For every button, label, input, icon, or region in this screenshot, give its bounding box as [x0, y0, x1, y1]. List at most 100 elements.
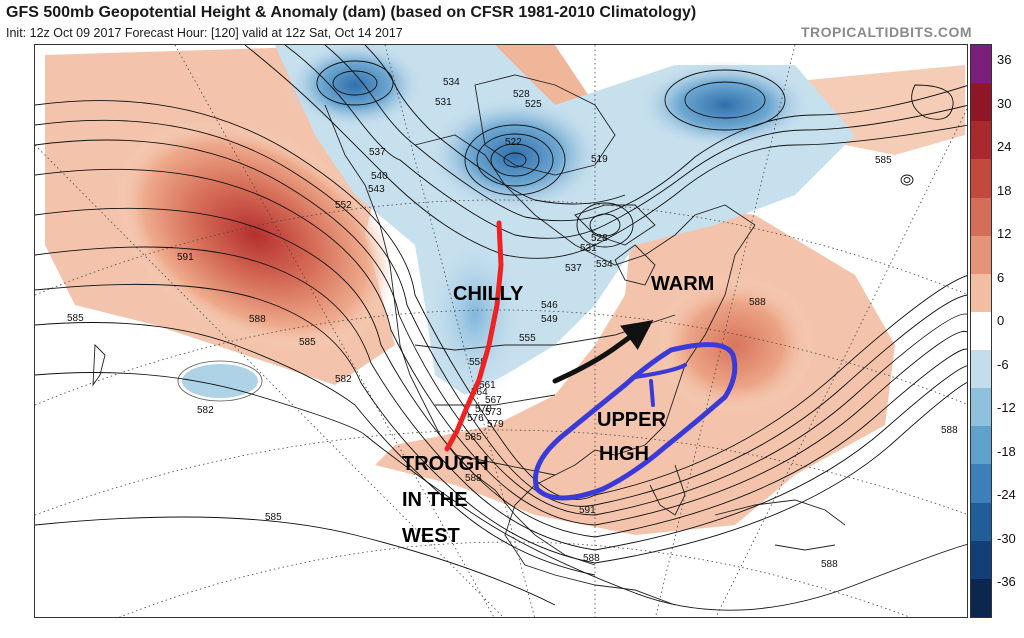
colorbar-segment: [971, 159, 991, 199]
contour-label-591-gulf: 591: [579, 505, 596, 516]
warm-anomaly-core-east: [655, 275, 815, 415]
colorbar-segment: [971, 388, 991, 427]
upper-high-arrow: [633, 363, 687, 407]
cold-anomaly-core-2: [425, 95, 605, 215]
colorbar-label: -36: [997, 574, 1016, 589]
contour-label-549: 549: [541, 314, 558, 325]
colorbar-label: -24: [997, 487, 1016, 502]
colorbar-label: -6: [997, 356, 1009, 372]
contour-label-531-hb: 531: [580, 243, 597, 254]
contour-label-588: 588: [249, 314, 266, 325]
colorbar-label: 36: [997, 52, 1012, 67]
colorbar-segment: [971, 235, 991, 275]
contour-label-537: 537: [369, 147, 386, 158]
contour-label-528-hb: 528: [591, 233, 608, 244]
contour-label-552: 552: [335, 200, 352, 211]
contour-label-540: 540: [371, 171, 388, 182]
colorbar-segment: [971, 350, 991, 389]
cold-anomaly-pacific-sub: [182, 364, 258, 398]
colorbar-label: 6: [997, 269, 1005, 285]
contour-label-555: 555: [519, 333, 536, 344]
cold-anomaly-core-1: [285, 45, 425, 130]
colorbar-label: 0: [997, 313, 1005, 328]
contour-label-558: 558: [469, 357, 486, 368]
colorbar-segment: [971, 273, 991, 313]
colorbar-label: 18: [997, 182, 1012, 198]
contour-label-564: 564: [471, 387, 488, 398]
contour-label-585-coast: 585: [299, 337, 316, 348]
contour-label-588-east: 588: [821, 559, 838, 570]
annotation-high: HIGH: [599, 443, 649, 465]
colorbar-segment: [971, 311, 991, 351]
contour-label-588-carib: 588: [583, 553, 600, 564]
colorbar-label: -18: [997, 443, 1016, 459]
contour-label-570: 570: [475, 404, 492, 415]
contour-label-561: 561: [479, 380, 496, 391]
trough-axis-line: [444, 220, 504, 452]
colorbar-segment: [971, 426, 991, 465]
warm-anomaly-core-pacific: [115, 120, 395, 350]
contour-label-567: 567: [485, 395, 502, 406]
colorbar-segment: [971, 464, 991, 504]
cold-anomaly-pacific-ring: [177, 360, 263, 402]
annotation-chilly: CHILLY: [453, 283, 524, 305]
contour-label-534-hb: 534: [596, 259, 613, 270]
warm-anomaly-east: [375, 195, 895, 535]
colorbar: [970, 44, 992, 618]
annotation-strokes: [444, 220, 738, 501]
contour-label-582-west: 582: [197, 405, 214, 416]
colorbar-segment: [971, 83, 991, 122]
upper-high-circle: [532, 342, 738, 501]
cold-anomaly-trough: [420, 225, 530, 405]
contour-label-585-texas: 585: [465, 432, 482, 443]
contour-label-582: 582: [335, 374, 352, 385]
colorbar-label: -12: [997, 400, 1016, 415]
contour-label-588-far: 588: [941, 425, 958, 436]
annotation-trough: TROUGH: [402, 453, 489, 475]
contour-label-585-south: 585: [265, 512, 282, 523]
chart-title: GFS 500mb Geopotential Height & Anomaly …: [6, 4, 697, 21]
contour-label-546: 546: [541, 300, 558, 311]
contour-label-525: 525: [525, 99, 542, 110]
contour-label-528: 528: [513, 89, 530, 100]
cold-anomaly-core-3: [635, 60, 815, 150]
warm-advection-arrow: [552, 320, 654, 384]
contour-label-543: 543: [368, 184, 385, 195]
contour-label-591: 591: [177, 252, 194, 263]
colorbar-label: 12: [997, 226, 1012, 241]
colorbar-label: -30: [997, 530, 1016, 546]
colorbar-segment: [971, 45, 991, 84]
contour-label-531: 531: [435, 97, 452, 108]
annotation-warm: WARM: [651, 273, 715, 295]
contour-label-585-west: 585: [67, 313, 84, 324]
annotation-upper: UPPER: [597, 409, 666, 431]
map-panel: 534 531 528 525 522 519 537 540 543 546 …: [34, 44, 968, 618]
contour-label-588-atl: 588: [749, 297, 766, 308]
colorbar-segment: [971, 578, 991, 618]
contour-label-579: 579: [487, 419, 504, 430]
contour-label-588-mexico: 588: [465, 473, 482, 484]
colorbar-segment: [971, 121, 991, 160]
colorbar-label: 24: [997, 139, 1012, 154]
anomaly-shading: [45, 45, 965, 535]
chart-subtitle: Init: 12z Oct 09 2017 Forecast Hour: [12…: [6, 26, 403, 40]
colorbar-segment: [971, 197, 991, 237]
colorbar-segment: [971, 540, 991, 580]
contour-label-537-hb: 537: [565, 263, 582, 274]
contour-label-573: 573: [485, 407, 502, 418]
contour-label-522: 522: [505, 137, 522, 148]
contour-label-519: 519: [591, 154, 608, 165]
colorbar-label: 30: [997, 95, 1012, 111]
colorbar-segment: [971, 502, 991, 542]
contour-label-534: 534: [443, 77, 460, 88]
annotation-in-the: IN THE: [402, 489, 468, 511]
height-contours: [35, 45, 967, 611]
annotation-west: WEST: [402, 525, 460, 547]
site-watermark: TROPICALTIDBITS.COM: [800, 24, 972, 40]
contour-label-576: 576: [467, 413, 484, 424]
contour-labels: 534 531 528 525 522 519 537 540 543 546 …: [67, 77, 958, 570]
graticule: [35, 45, 967, 617]
coastlines: [92, 74, 846, 606]
contour-label-585: 585: [875, 155, 892, 166]
map-canvas: 534 531 528 525 522 519 537 540 543 546 …: [35, 45, 967, 617]
